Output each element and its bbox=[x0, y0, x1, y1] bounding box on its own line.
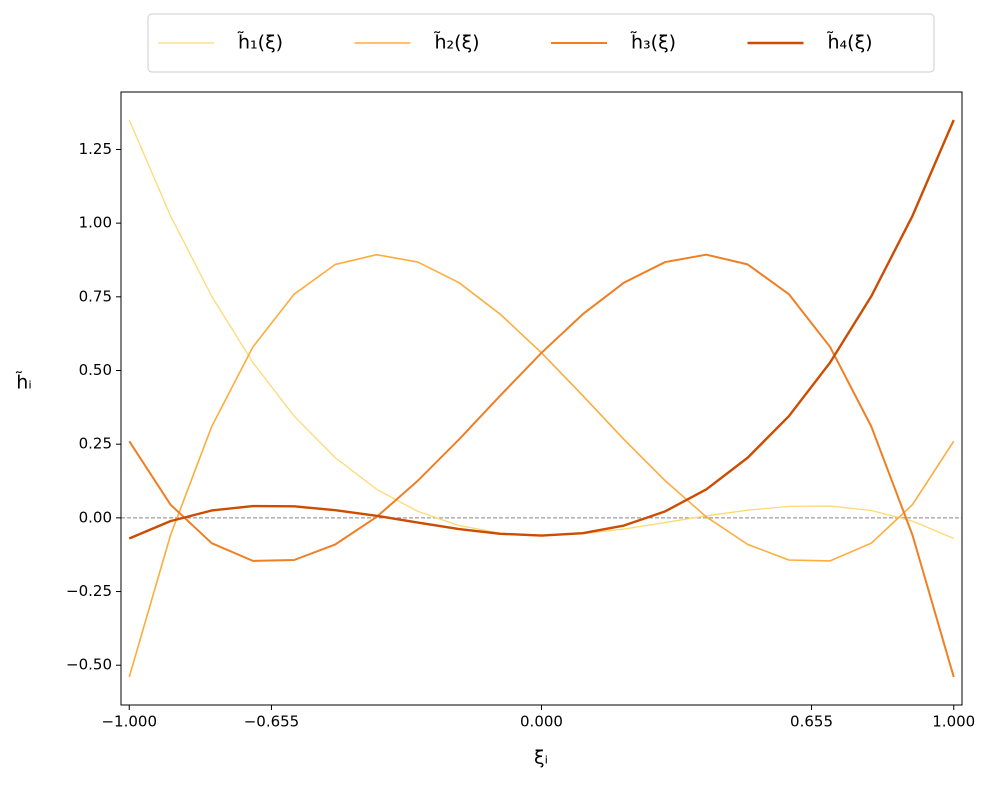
y-tick-label: 1.25 bbox=[79, 140, 112, 158]
y-tick-label: −0.25 bbox=[66, 582, 112, 600]
series-line bbox=[128, 119, 955, 540]
y-axis-label: h̃ᵢ bbox=[16, 371, 32, 393]
legend-label: h̃₄(ξ) bbox=[827, 31, 873, 53]
x-tick-label: 0.000 bbox=[520, 713, 563, 731]
x-tick-label: 1.000 bbox=[932, 713, 975, 731]
legend-box bbox=[147, 13, 935, 73]
y-tick-label: 0.25 bbox=[79, 435, 112, 453]
y-tick-label: −0.50 bbox=[66, 656, 112, 674]
legend-label: h̃₃(ξ) bbox=[630, 31, 676, 53]
y-tick-label: 0.75 bbox=[79, 287, 112, 305]
x-tick-label: 0.655 bbox=[790, 713, 833, 731]
x-tick-label: −1.000 bbox=[101, 713, 157, 731]
x-axis-label: ξᵢ bbox=[534, 747, 548, 769]
plot-frame bbox=[120, 91, 963, 706]
legend-label: h̃₂(ξ) bbox=[434, 31, 480, 53]
y-tick-label: 0.00 bbox=[79, 508, 112, 526]
x-tick-label: −0.655 bbox=[244, 713, 300, 731]
series-line bbox=[128, 253, 955, 678]
y-tick-label: 1.00 bbox=[79, 214, 112, 232]
y-tick-label: 0.50 bbox=[79, 361, 112, 379]
legend-label: h̃₁(ξ) bbox=[237, 31, 283, 53]
